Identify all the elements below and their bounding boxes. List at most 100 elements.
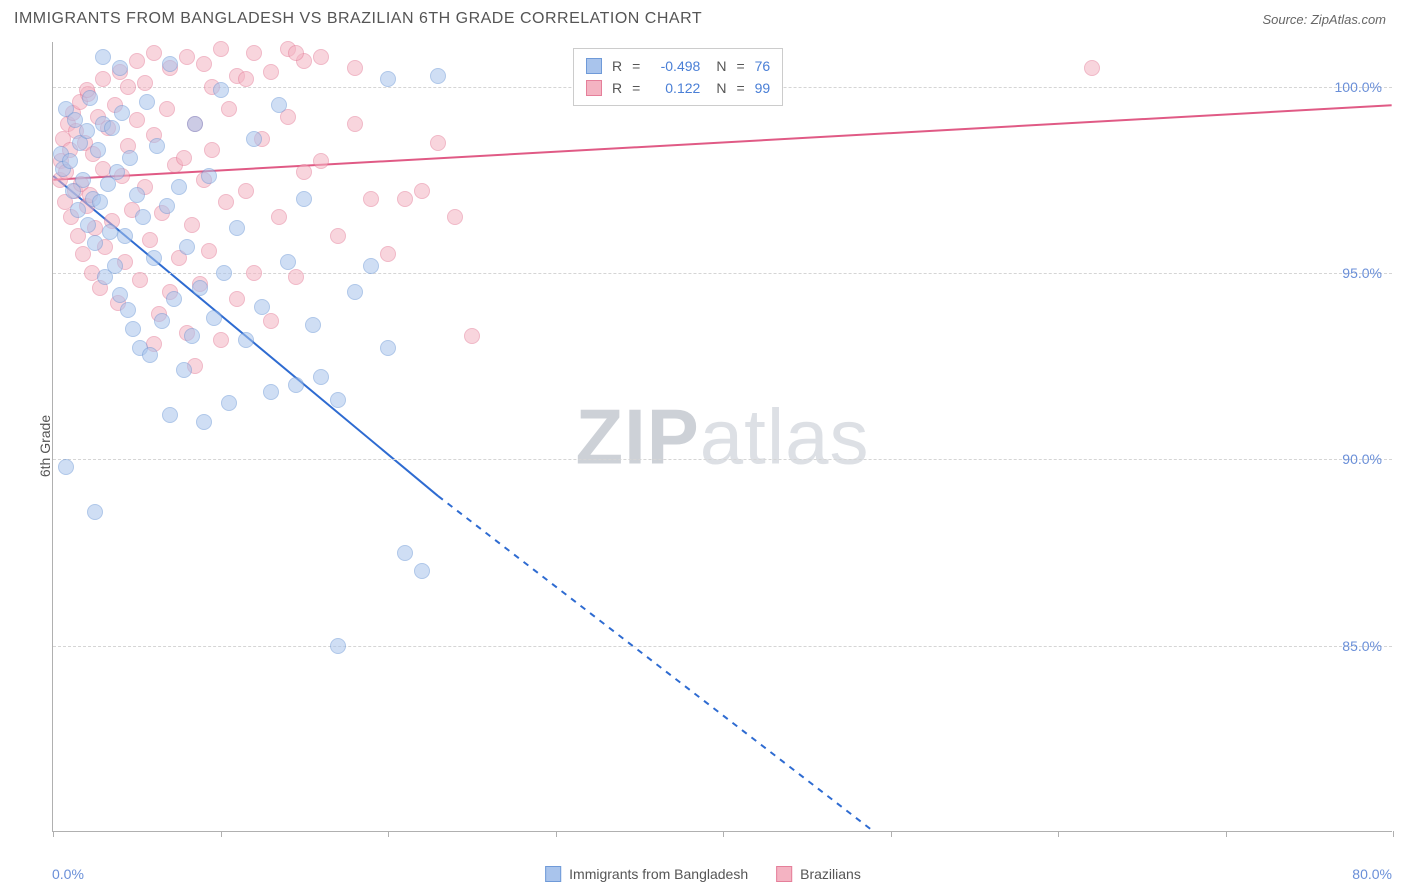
x-tick [891, 831, 892, 837]
scatter-point [87, 504, 103, 520]
scatter-point [380, 246, 396, 262]
scatter-point [313, 369, 329, 385]
scatter-point [363, 258, 379, 274]
scatter-point [122, 150, 138, 166]
scatter-point [80, 217, 96, 233]
scatter-point [246, 45, 262, 61]
scatter-point [179, 49, 195, 65]
scatter-point [330, 638, 346, 654]
x-tick [53, 831, 54, 837]
header: IMMIGRANTS FROM BANGLADESH VS BRAZILIAN … [0, 0, 1406, 36]
scatter-point [347, 284, 363, 300]
stats-r-label: R [612, 77, 622, 99]
stats-box: R=-0.498N=76R=0.122N=99 [573, 48, 783, 106]
x-tick [556, 831, 557, 837]
scatter-point [117, 228, 133, 244]
stats-n-value: 76 [755, 55, 771, 77]
stats-n-label: N [716, 77, 726, 99]
scatter-point [129, 53, 145, 69]
stats-r-value: 0.122 [650, 77, 700, 99]
scatter-point [221, 395, 237, 411]
scatter-point [90, 142, 106, 158]
scatter-point [192, 280, 208, 296]
scatter-point [154, 313, 170, 329]
scatter-point [246, 131, 262, 147]
scatter-point [58, 459, 74, 475]
scatter-point [149, 138, 165, 154]
plot-area: ZIPatlas 85.0%90.0%95.0%100.0%R=-0.498N=… [52, 42, 1392, 832]
scatter-point [114, 105, 130, 121]
scatter-point [380, 340, 396, 356]
scatter-point [213, 332, 229, 348]
scatter-point [162, 407, 178, 423]
scatter-point [162, 56, 178, 72]
scatter-point [87, 235, 103, 251]
x-tick [388, 831, 389, 837]
scatter-point [146, 250, 162, 266]
scatter-point [447, 209, 463, 225]
scatter-point [238, 183, 254, 199]
scatter-point [213, 41, 229, 57]
scatter-point [330, 392, 346, 408]
scatter-point [179, 239, 195, 255]
scatter-point [201, 243, 217, 259]
scatter-point [363, 191, 379, 207]
scatter-point [142, 347, 158, 363]
scatter-point [347, 60, 363, 76]
scatter-point [112, 60, 128, 76]
scatter-point [79, 123, 95, 139]
scatter-point [397, 545, 413, 561]
stats-eq: = [632, 77, 640, 99]
scatter-point [305, 317, 321, 333]
scatter-point [95, 71, 111, 87]
x-tick [1058, 831, 1059, 837]
scatter-point [213, 82, 229, 98]
scatter-point [430, 135, 446, 151]
scatter-point [430, 68, 446, 84]
scatter-point [187, 116, 203, 132]
scatter-point [142, 232, 158, 248]
stats-r-label: R [612, 55, 622, 77]
scatter-point [120, 302, 136, 318]
scatter-point [102, 224, 118, 240]
scatter-point [129, 112, 145, 128]
legend-item: Brazilians [776, 866, 861, 882]
scatter-point [221, 101, 237, 117]
scatter-point [196, 56, 212, 72]
scatter-point [263, 313, 279, 329]
scatter-point [313, 153, 329, 169]
x-tick [221, 831, 222, 837]
scatter-point [75, 172, 91, 188]
scatter-point [1084, 60, 1100, 76]
scatter-point [125, 321, 141, 337]
y-tick-label: 95.0% [1342, 265, 1382, 281]
legend-item: Immigrants from Bangladesh [545, 866, 748, 882]
scatter-point [218, 194, 234, 210]
scatter-point [238, 71, 254, 87]
scatter-point [380, 71, 396, 87]
scatter-point [176, 150, 192, 166]
stats-swatch [586, 58, 602, 74]
scatter-point [184, 217, 200, 233]
stats-n-label: N [716, 55, 726, 77]
scatter-point [171, 179, 187, 195]
legend-swatch [545, 866, 561, 882]
scatter-point [137, 75, 153, 91]
stats-r-value: -0.498 [650, 55, 700, 77]
scatter-point [288, 377, 304, 393]
scatter-point [271, 97, 287, 113]
scatter-point [132, 272, 148, 288]
scatter-point [107, 258, 123, 274]
y-axis-label: 6th Grade [37, 415, 53, 477]
scatter-point [464, 328, 480, 344]
chart-container: IMMIGRANTS FROM BANGLADESH VS BRAZILIAN … [0, 0, 1406, 892]
watermark-rest: atlas [700, 392, 870, 480]
bottom-legend: Immigrants from Bangladesh Brazilians [545, 866, 861, 882]
scatter-point [104, 120, 120, 136]
y-tick-label: 85.0% [1342, 638, 1382, 654]
scatter-point [397, 191, 413, 207]
y-tick-label: 100.0% [1335, 79, 1382, 95]
scatter-point [288, 269, 304, 285]
scatter-point [263, 64, 279, 80]
scatter-point [313, 49, 329, 65]
